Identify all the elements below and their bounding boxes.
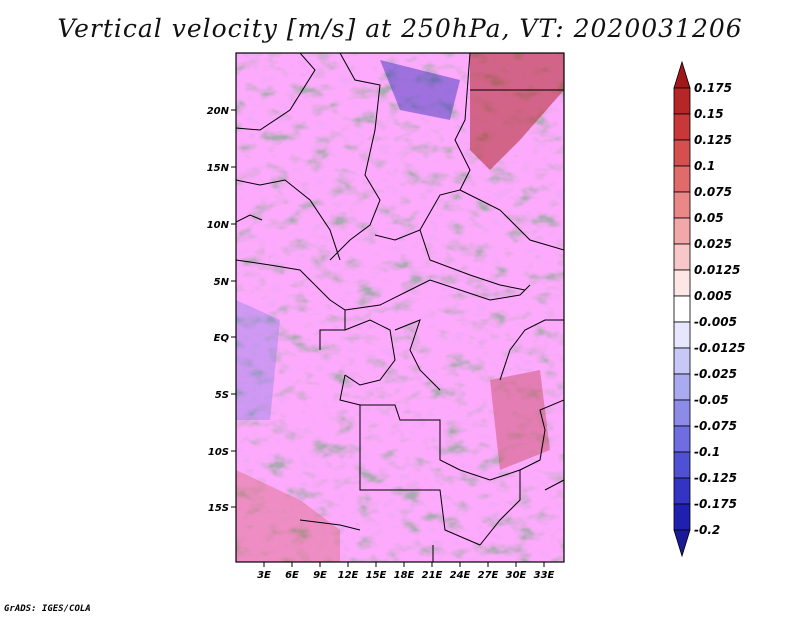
colorbar-swatch [673,269,691,297]
latitude-ticks [231,109,236,508]
colorbar-label: -0.0125 [694,341,745,355]
colorbar-label: 0.0125 [694,263,740,277]
colorbar-swatch [673,347,691,375]
map-frame [235,52,565,563]
colorbar-swatch [673,243,691,271]
longitude-ticks [263,562,545,567]
colorbar-label: 0.005 [694,289,732,303]
lat-label-5n: 5N [214,277,230,288]
lat-label-5s: 5S [215,390,229,401]
lat-label-eq: EQ [214,333,230,344]
colorbar-label: 0.125 [694,133,732,147]
colorbar-label: -0.025 [694,367,737,381]
lon-label-24e: 24E [450,570,471,581]
colorbar-swatch [673,113,691,141]
lon-label-30e: 30E [506,570,527,581]
lon-label-3e: 3E [257,570,271,581]
colorbar-label: -0.075 [694,419,737,433]
lon-label-18e: 18E [394,570,415,581]
lat-label-10n: 10N [207,220,230,231]
colorbar-swatch [673,373,691,401]
colorbar-bottom-arrow [673,529,691,558]
lon-label-15e: 15E [366,570,387,581]
vertical-velocity-field [236,53,564,562]
lat-label-10s: 10S [208,447,229,458]
lat-label-20n: 20N [207,106,230,117]
colorbar-label: -0.005 [694,315,737,329]
map-title: Vertical velocity [m/s] at 250hPa, VT: 2… [57,14,743,43]
colorbar-label: 0.175 [694,81,732,95]
colorbar-swatch [673,165,691,193]
colorbar-swatch [673,503,691,531]
colorbar-label: -0.175 [694,497,737,511]
colorbar-swatch [673,191,691,219]
colorbar-swatch [673,399,691,427]
colorbar-label: 0.05 [694,211,724,225]
lat-label-15s: 15S [208,503,229,514]
colorbar-swatch [673,295,691,323]
colorbar-label: 0.075 [694,185,732,199]
colorbar-label: 0.15 [694,107,724,121]
colorbar-swatch [673,425,691,453]
colorbar-swatch [673,139,691,167]
longitude-labels: 3E 6E 9E 12E 15E 18E 21E 24E 27E 30E 33E [257,570,554,581]
colorbar-label: -0.1 [694,445,720,459]
colorbar-label: -0.05 [694,393,729,407]
colorbar-swatch [673,87,691,115]
colorbar-label: 0.1 [694,159,715,173]
colorbar-swatch [673,477,691,505]
grads-credit: GrADS: IGES/COLA [4,604,91,614]
lon-label-9e: 9E [313,570,327,581]
colorbar-swatch [673,217,691,245]
colorbar-label: -0.2 [694,523,720,537]
lon-label-33e: 33E [534,570,555,581]
colorbar-label: -0.125 [694,471,737,485]
lat-label-15n: 15N [207,163,230,174]
latitude-labels: 20N 15N 10N 5N EQ 5S 10S 15S [207,106,230,514]
colorbar: 0.175 0.15 0.125 0.1 0.075 0.05 0.025 0.0125 0.0… [673,60,745,558]
country-borders [236,53,564,562]
lon-label-6e: 6E [285,570,299,581]
colorbar-label: 0.025 [694,237,732,251]
lon-label-21e: 21E [422,570,443,581]
lon-label-27e: 27E [478,570,499,581]
colorbar-swatch [673,451,691,479]
colorbar-swatch [673,321,691,349]
colorbar-top-arrow [673,60,691,89]
lon-label-12e: 12E [338,570,359,581]
